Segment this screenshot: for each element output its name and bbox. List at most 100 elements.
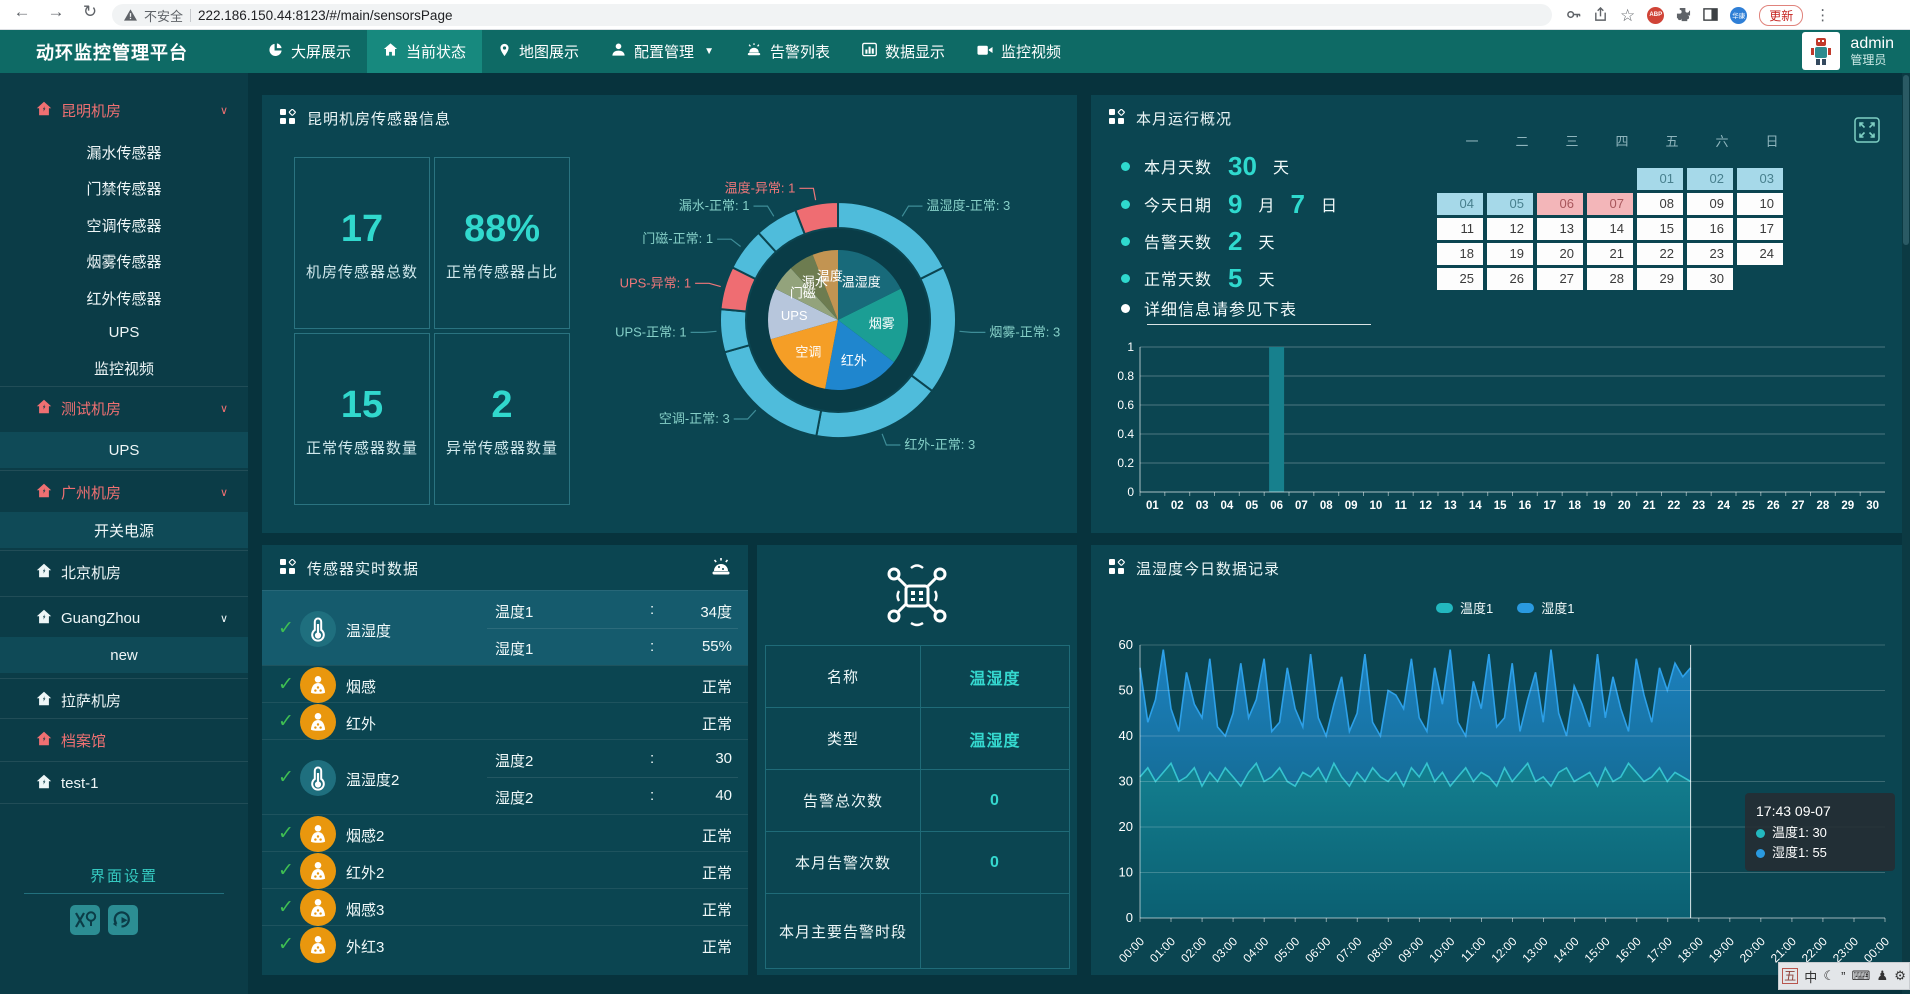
- nav-item-4[interactable]: 告警列表: [730, 30, 846, 73]
- detail-label: 类型: [766, 708, 921, 769]
- sidebar-item-test-1[interactable]: test-1: [0, 763, 248, 803]
- alarm-siren-icon[interactable]: [710, 557, 732, 582]
- adblock-extension-icon[interactable]: ABP: [1647, 6, 1665, 24]
- sidebar-item-广州机房[interactable]: 广州机房 ∨: [0, 472, 248, 512]
- huakang-extension-icon[interactable]: 华康: [1730, 6, 1748, 24]
- sidebar-item-红外传感器[interactable]: 红外传感器: [0, 280, 248, 316]
- nav-item-2[interactable]: 地图展示: [482, 30, 595, 73]
- svg-text:06:00: 06:00: [1302, 934, 1333, 965]
- legend-item-温度1[interactable]: 温度1: [1436, 598, 1493, 617]
- sidebar-item-GuangZhou[interactable]: GuangZhou ∨: [0, 598, 248, 638]
- svg-text:22: 22: [1668, 500, 1681, 512]
- browser-menu-icon[interactable]: ⋮: [1815, 6, 1831, 24]
- sidebar-item-北京机房[interactable]: 北京机房: [0, 552, 248, 592]
- user-role: 管理员: [1850, 53, 1887, 67]
- ui-settings-link[interactable]: 界面设置: [89, 868, 158, 885]
- sensor-row-温湿度2[interactable]: ✓ 温湿度2 温度2: 30 湿度2: 40: [262, 739, 748, 814]
- calendar-day-26: 26: [1487, 268, 1533, 290]
- sidebar-item-开关电源[interactable]: 开关电源: [0, 512, 248, 548]
- sidebar-item-测试机房[interactable]: 测试机房 ∨: [0, 388, 248, 428]
- ime-key-0[interactable]: 五: [1782, 968, 1799, 984]
- overview-bullet-3: 正常天数 5 天: [1121, 263, 1275, 293]
- share-icon[interactable]: [1593, 6, 1608, 24]
- sidebar-toggle-icon[interactable]: [1703, 7, 1719, 24]
- svg-text:04: 04: [1221, 500, 1234, 512]
- nav-item-1[interactable]: 当前状态: [367, 30, 483, 73]
- history-playback-button[interactable]: [108, 905, 138, 940]
- ime-key-2[interactable]: ☾: [1823, 968, 1835, 983]
- bullet-value: 天: [1258, 235, 1275, 252]
- svg-text:0: 0: [1127, 485, 1134, 499]
- fullscreen-icon[interactable]: [1854, 117, 1880, 148]
- house-icon: [36, 691, 52, 710]
- sidebar-item-UPS[interactable]: UPS: [0, 432, 248, 468]
- nav-item-3[interactable]: 配置管理 ▼: [595, 30, 730, 73]
- svg-text:20: 20: [1618, 500, 1631, 512]
- detail-label: 本月主要告警时段: [766, 894, 921, 968]
- calendar-day-11: 11: [1437, 218, 1483, 240]
- sidebar-item-档案馆[interactable]: 档案馆: [0, 720, 248, 760]
- address-bar[interactable]: 不安全 222.186.150.44:8123/#/main/sensorsPa…: [112, 4, 1552, 26]
- scrollbar-thumb[interactable]: [1903, 75, 1909, 245]
- sensor-row-烟感3[interactable]: ✓ 烟感3 正常: [262, 888, 748, 926]
- metric-divider: [487, 628, 738, 629]
- bookmark-star-icon[interactable]: ☆: [1620, 5, 1636, 25]
- overview-bullet-2: 告警天数 2 天: [1121, 226, 1275, 256]
- sensor-row-烟感[interactable]: ✓ 烟感 正常: [262, 665, 748, 703]
- sensor-name: 烟感3: [346, 901, 385, 919]
- chevron-down-icon: ▼: [704, 46, 714, 57]
- sidebar-item-漏水传感器[interactable]: 漏水传感器: [0, 134, 248, 170]
- nav-item-6[interactable]: 监控视频: [961, 30, 1077, 73]
- sensor-row-红外2[interactable]: ✓ 红外2 正常: [262, 851, 748, 889]
- ime-key-1[interactable]: 中: [1804, 969, 1818, 985]
- sensor-row-烟感2[interactable]: ✓ 烟感2 正常: [262, 814, 748, 852]
- sidebar-item-new[interactable]: new: [0, 637, 248, 673]
- svg-text:空调: 空调: [795, 345, 821, 360]
- user-menu[interactable]: admin 管理员: [1802, 32, 1894, 70]
- sidebar-item-监控视频[interactable]: 监控视频: [0, 350, 248, 386]
- sidebar-item-label: test-1: [61, 774, 99, 792]
- overview-bullet-4: 详细信息请参见下表: [1121, 293, 1297, 323]
- sidebar-item-拉萨机房[interactable]: 拉萨机房: [0, 680, 248, 720]
- check-icon: ✓: [278, 822, 294, 844]
- sidebar-item-昆明机房[interactable]: 昆明机房 ∨: [0, 90, 248, 130]
- detail-value: 0: [990, 791, 1000, 809]
- browser-reload-button[interactable]: ↻: [82, 2, 98, 21]
- ime-key-6[interactable]: ⚙: [1894, 968, 1906, 983]
- browser-forward-button[interactable]: →: [47, 2, 65, 21]
- svg-text:0: 0: [1126, 910, 1133, 925]
- extensions-puzzle-icon[interactable]: [1676, 7, 1691, 24]
- metric-label: 湿度2: [495, 790, 534, 807]
- svg-text:UPS-正常: 1: UPS-正常: 1: [615, 324, 687, 339]
- detail-label: 告警总次数: [766, 770, 921, 831]
- nav-item-0[interactable]: 大屏展示: [252, 30, 367, 73]
- sensor-row-温湿度[interactable]: ✓ 温湿度 温度1: 34度 湿度1: 55%: [262, 590, 748, 665]
- ime-key-3[interactable]: ”: [1841, 968, 1846, 984]
- password-key-icon[interactable]: [1566, 7, 1581, 24]
- svg-text:0.6: 0.6: [1117, 398, 1134, 412]
- sensor-name: 烟感: [346, 678, 377, 696]
- sidebar-item-空调传感器[interactable]: 空调传感器: [0, 207, 248, 243]
- ime-key-4[interactable]: ⌨: [1851, 968, 1871, 983]
- browser-back-button[interactable]: ←: [13, 2, 31, 21]
- sensor-status: 正常: [701, 901, 732, 919]
- app-title: 动环监控管理平台: [36, 42, 188, 63]
- sidebar-item-烟雾传感器[interactable]: 烟雾传感器: [0, 243, 248, 279]
- sidebar-item-UPS[interactable]: UPS: [0, 314, 248, 350]
- bullet-label: 正常天数: [1144, 272, 1213, 289]
- map-view-button[interactable]: [70, 905, 100, 940]
- sensor-row-外红3[interactable]: ✓ 外红3 正常: [262, 925, 748, 963]
- svg-text:UPS: UPS: [781, 308, 808, 323]
- nav-item-5[interactable]: 数据显示: [846, 30, 961, 73]
- sidebar-item-门禁传感器[interactable]: 门禁传感器: [0, 170, 248, 206]
- svg-text:02: 02: [1171, 500, 1184, 512]
- legend-item-湿度1[interactable]: 湿度1: [1517, 598, 1574, 617]
- browser-update-button[interactable]: 更新: [1759, 4, 1804, 26]
- sensor-row-红外[interactable]: ✓ 红外 正常: [262, 702, 748, 740]
- calendar-day-03: 03: [1737, 168, 1783, 190]
- ime-key-5[interactable]: ♟: [1876, 968, 1889, 983]
- detector-icon: [300, 815, 336, 857]
- house-icon: [36, 609, 52, 628]
- calendar-weekday: 六: [1715, 134, 1729, 149]
- stat-label: 异常传感器数量: [445, 440, 558, 457]
